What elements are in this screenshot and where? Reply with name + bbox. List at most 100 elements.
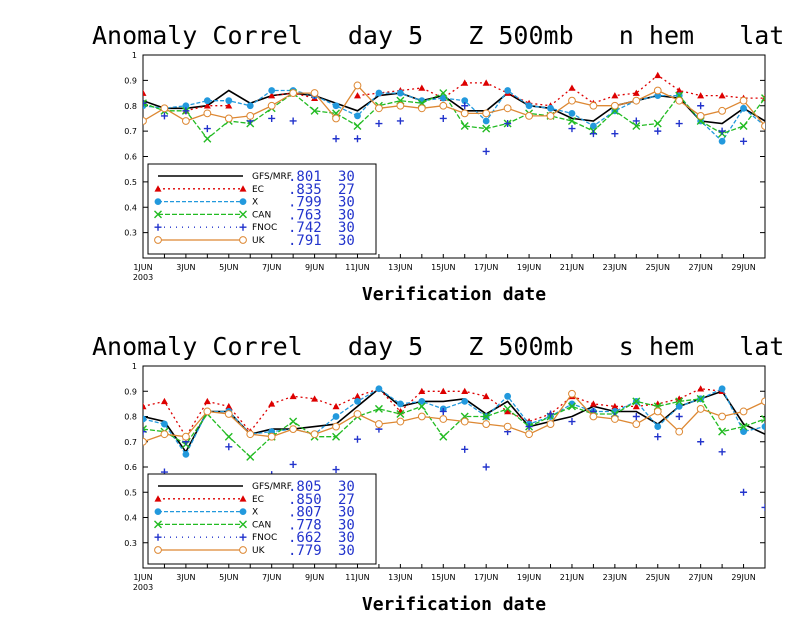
data-point-plus — [289, 117, 297, 125]
data-point-plus — [740, 137, 748, 145]
data-point-cross — [675, 397, 684, 406]
data-point-circle — [246, 102, 254, 110]
data-point-triangle — [225, 102, 233, 109]
series-fnoc — [143, 92, 765, 155]
x-tick-label: 25JUN — [646, 263, 670, 272]
data-point-circle — [154, 508, 162, 515]
data-point-open-circle — [224, 410, 233, 418]
data-point-open-circle — [160, 430, 169, 439]
data-point-open-circle — [482, 109, 491, 118]
data-point-triangle — [353, 392, 361, 400]
data-point-open-circle — [154, 236, 162, 244]
data-point-open-circle — [761, 122, 765, 130]
data-point-plus — [675, 120, 683, 128]
data-point-plus — [740, 488, 748, 496]
data-point-open-circle — [267, 432, 276, 441]
legend: GFS/MRF.805 30 EC .850 27 X .807 30 CAN .778 30 FNO… — [147, 473, 377, 565]
data-point-plus — [182, 107, 190, 115]
data-point-triangle — [461, 387, 469, 395]
data-point-plus — [289, 460, 297, 468]
x-tick-label: 19JUN — [517, 573, 541, 582]
x-tick-label: 15JUN — [431, 263, 455, 272]
data-point-open-circle — [568, 389, 576, 398]
series-line — [143, 392, 765, 443]
data-point-circle — [225, 97, 233, 105]
data-point-circle — [239, 198, 247, 206]
data-point-circle — [332, 102, 340, 110]
data-point-open-circle — [460, 109, 469, 118]
y-tick-label: 0.3 — [124, 539, 137, 548]
data-point-circle — [418, 397, 426, 405]
legend-series-name: EC — [252, 495, 264, 505]
series-line — [143, 387, 765, 456]
data-point-circle — [740, 104, 747, 112]
x-tick-label: 7JUN — [262, 573, 281, 582]
legend-series-stat: .835 — [288, 182, 322, 198]
data-point-cross — [632, 397, 641, 406]
data-point-cross — [203, 134, 212, 143]
data-point-circle — [161, 420, 168, 428]
y-tick-label: 0.6 — [124, 463, 137, 472]
data-point-circle — [396, 400, 404, 408]
legend: GFS/MRF.801 30 EC .835 27 X .799 30 CAN .763 30 FNO… — [147, 163, 377, 255]
data-point-triangle — [675, 87, 683, 94]
data-point-triangle — [697, 385, 705, 392]
data-point-circle — [203, 97, 211, 105]
data-point-triangle — [418, 387, 426, 395]
data-point-plus — [225, 443, 233, 451]
data-point-open-circle — [546, 420, 555, 428]
y-tick-label: 0.9 — [124, 76, 137, 85]
data-point-plus — [761, 503, 765, 511]
x-tick-label: 3JUN — [176, 573, 195, 582]
data-point-open-circle — [589, 412, 598, 421]
data-point-cross — [567, 116, 576, 125]
data-point-open-circle — [353, 81, 362, 90]
data-point-circle — [504, 87, 512, 94]
data-point-plus — [461, 102, 469, 110]
data-point-circle — [590, 122, 597, 130]
data-point-open-circle — [632, 420, 641, 428]
data-point-triangle — [154, 495, 162, 502]
y-tick-label: 0.4 — [124, 203, 137, 212]
data-point-open-circle — [696, 112, 705, 120]
data-point-open-circle — [239, 236, 247, 244]
x-axis-label: Verification date — [362, 284, 546, 305]
chart-panel-1: Anomaly Correl day 5 Z 500mb n hem lat 2… — [92, 21, 800, 305]
data-point-triangle — [268, 400, 276, 407]
x-year-label: 2003 — [133, 273, 153, 282]
data-point-circle — [354, 112, 361, 120]
data-point-plus — [632, 117, 640, 125]
data-point-plus — [353, 435, 361, 443]
data-point-open-circle — [310, 89, 319, 97]
x-tick-label: 17JUN — [474, 573, 498, 582]
data-point-triangle — [697, 92, 705, 99]
data-point-triangle — [203, 102, 211, 109]
y-tick-label: 0.7 — [124, 438, 137, 447]
data-point-triangle — [203, 397, 211, 405]
legend-series-name: UK — [252, 546, 266, 556]
data-point-cross — [739, 122, 748, 131]
data-point-cross — [482, 412, 491, 421]
y-tick-label: 0.6 — [124, 153, 137, 162]
data-point-triangle — [461, 79, 469, 86]
legend-series-count: 30 — [338, 207, 355, 223]
data-point-open-circle — [739, 407, 748, 416]
data-point-cross — [332, 432, 341, 441]
data-point-cross — [154, 210, 162, 219]
data-point-open-circle — [310, 430, 319, 439]
data-point-open-circle — [203, 407, 212, 416]
x-tick-label: 5JUN — [219, 263, 238, 272]
data-point-cross — [246, 452, 255, 461]
data-point-cross — [460, 122, 469, 131]
legend-series-count: 30 — [338, 169, 355, 185]
y-tick-label: 0.8 — [124, 102, 137, 111]
legend-series-stat: .662 — [288, 530, 322, 546]
x-tick-label: 23JUN — [603, 573, 627, 582]
chart-title: Anomaly Correl day 5 Z 500mb n hem lat 2… — [92, 21, 800, 50]
data-point-circle — [375, 385, 383, 393]
data-point-open-circle — [739, 96, 748, 105]
data-point-open-circle — [154, 546, 162, 554]
legend-series-count: 27 — [338, 492, 355, 508]
data-point-open-circle — [610, 101, 619, 110]
y-tick-label: 0.4 — [124, 514, 137, 523]
